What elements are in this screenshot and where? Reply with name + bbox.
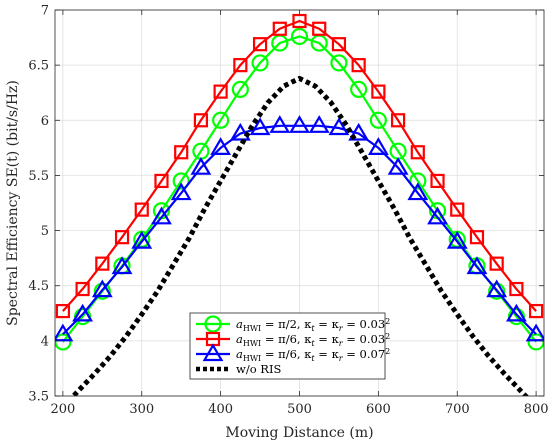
legend-label: w/o RIS: [236, 362, 281, 376]
y-tick-label: 6.5: [28, 59, 49, 74]
y-axis-label: Spectral Efficiency SE(t) (bit/s/Hz): [5, 80, 21, 326]
data-point-marker: [193, 113, 209, 128]
data-point-marker: [111, 256, 133, 275]
data-point-marker: [229, 122, 251, 141]
series-line: [62, 19, 537, 312]
data-point-marker: [170, 182, 192, 201]
x-tick-label: 400: [208, 402, 233, 417]
x-axis-label: Moving Distance (m): [225, 425, 373, 441]
data-point-marker: [154, 173, 169, 189]
y-tick-label: 3.5: [28, 390, 49, 405]
data-point-marker: [174, 145, 189, 160]
data-point-marker: [114, 230, 130, 245]
data-point-marker: [348, 122, 370, 141]
y-tick-label: 6: [41, 114, 49, 129]
data-point-marker: [269, 115, 291, 133]
data-point-marker: [486, 279, 508, 298]
legend-marker: [202, 343, 224, 362]
data-point-marker: [331, 37, 347, 52]
y-tick-label: 7: [41, 4, 49, 19]
series-line: [62, 35, 537, 343]
x-tick-label: 300: [129, 402, 154, 417]
data-point-marker: [233, 58, 248, 73]
legend-label: aHWI = π/2, κt = κr = 0.032: [236, 317, 390, 333]
data-point-marker: [312, 21, 327, 36]
data-point-marker: [430, 173, 445, 189]
data-point-marker: [252, 37, 268, 52]
data-point-marker: [328, 117, 350, 136]
data-point-marker: [351, 58, 366, 73]
y-tick-label: 5: [41, 224, 49, 239]
legend-label: aHWI = π/6, κt = κr = 0.032: [236, 332, 390, 348]
legend-item: w/o RIS: [196, 362, 281, 376]
data-point-marker: [75, 281, 90, 297]
x-tick-label: 200: [50, 402, 75, 417]
data-point-marker: [289, 115, 310, 133]
series-4: [69, 75, 530, 396]
data-point-marker: [407, 182, 429, 201]
data-point-marker: [469, 230, 485, 245]
series-layer: [55, 13, 544, 396]
data-point-marker: [330, 54, 348, 72]
legend-marker: [204, 315, 222, 333]
legend-item: aHWI = π/6, κt = κr = 0.072: [196, 343, 390, 363]
data-point-marker: [55, 323, 74, 342]
data-point-marker: [272, 21, 287, 36]
y-tick-labels: 3.5 4 4.5 5 5.5 6 6.5 7: [28, 4, 49, 405]
x-tick-label: 800: [524, 402, 549, 417]
data-point-marker: [290, 27, 309, 46]
data-point-marker: [251, 54, 269, 72]
legend-label: aHWI = π/6, κt = κr = 0.072: [236, 347, 390, 363]
x-tick-label: 700: [445, 402, 470, 417]
data-point-marker: [410, 145, 425, 160]
legend-item: aHWI = π/6, κt = κr = 0.032: [196, 331, 390, 348]
data-point-marker: [446, 230, 468, 249]
data-point-marker: [409, 172, 427, 190]
data-point-marker: [91, 279, 113, 298]
legend-item: aHWI = π/2, κt = κr = 0.032: [196, 315, 390, 333]
data-point-marker: [509, 281, 524, 297]
data-point-marker: [369, 111, 387, 129]
y-tick-label: 4: [41, 334, 49, 349]
data-point-marker: [371, 84, 386, 99]
data-point-marker: [387, 157, 409, 175]
data-point-marker: [131, 230, 153, 249]
x-tick-label: 600: [366, 402, 391, 417]
data-point-marker: [210, 137, 232, 155]
data-point-marker: [466, 256, 488, 275]
y-tick-label: 5.5: [28, 169, 49, 184]
data-point-marker: [390, 113, 406, 128]
data-point-marker: [55, 303, 70, 319]
data-point-marker: [190, 157, 212, 175]
data-point-marker: [529, 303, 544, 319]
axis-ticks: [55, 9, 544, 397]
data-point-marker: [172, 172, 190, 190]
series-line: [69, 75, 530, 396]
data-point-marker: [134, 202, 149, 217]
data-point-marker: [151, 206, 172, 225]
data-point-marker: [427, 206, 448, 225]
x-tick-label: 500: [287, 402, 312, 417]
data-point-marker: [525, 323, 544, 342]
data-point-marker: [72, 303, 94, 322]
data-point-marker: [505, 303, 527, 322]
data-point-marker: [213, 84, 228, 99]
data-point-marker: [249, 117, 271, 136]
series-2: [55, 13, 544, 319]
data-point-marker: [450, 202, 465, 217]
data-point-marker: [489, 256, 504, 271]
series-3: [55, 115, 544, 342]
data-point-marker: [212, 111, 230, 129]
data-point-marker: [350, 80, 368, 99]
series-line: [62, 124, 537, 336]
data-point-marker: [95, 256, 110, 271]
data-point-marker: [292, 13, 307, 29]
x-tick-labels: 200 300 400 500 600 700 800: [50, 402, 548, 417]
y-tick-label: 4.5: [28, 279, 49, 294]
data-point-marker: [308, 115, 330, 133]
data-point-marker: [367, 137, 389, 155]
data-point-marker: [231, 80, 249, 99]
